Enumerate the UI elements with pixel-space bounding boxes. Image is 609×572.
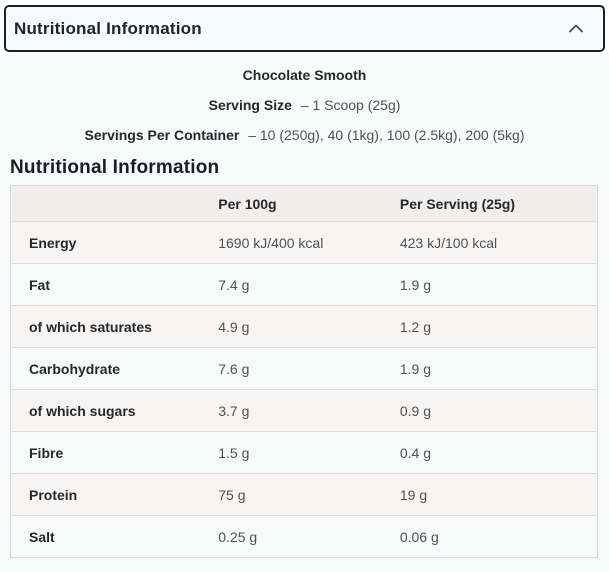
section-title: Nutritional Information [10, 157, 220, 178]
cell-per-serving: 1.2 g [399, 318, 431, 335]
cell-per-100g: 3.7 g [218, 402, 250, 419]
chevron-up-icon [569, 24, 583, 33]
serving-size-value: – 1 Scoop (25g) [300, 97, 401, 113]
accordion-title: Nutritional Information [14, 18, 202, 38]
row-label: Carbohydrate [29, 360, 121, 377]
cell-per-100g: 75 g [218, 486, 246, 503]
row-label: Energy [29, 234, 77, 251]
table-row-carbohydrate: Carbohydrate 7.6 g 1.9 g [10, 347, 598, 390]
cell-per-100g: 0.25 g [218, 528, 258, 545]
flavour-name: Chocolate Smooth [242, 67, 367, 83]
serving-size-line: Serving Size – 1 Scoop (25g) [0, 97, 609, 113]
cell-per-100g: 7.6 g [218, 360, 250, 377]
column-header-per-serving: Per Serving (25g) [399, 195, 516, 212]
cell-per-100g: 1.5 g [218, 444, 250, 461]
servings-per-container-line: Servings Per Container – 10 (250g), 40 (… [0, 127, 609, 143]
table-row-energy: Energy 1690 kJ/400 kcal 423 kJ/100 kcal [10, 221, 598, 264]
servings-per-container-label: Servings Per Container [84, 127, 240, 143]
column-header-per-100g: Per 100g [218, 195, 277, 212]
row-label: of which sugars [29, 402, 136, 419]
cell-per-serving: 0.06 g [399, 528, 439, 545]
accordion-content: Chocolate Smooth Serving Size – 1 Scoop … [0, 55, 609, 572]
table-row-sugars: of which sugars 3.7 g 0.9 g [10, 389, 598, 432]
row-label: of which saturates [29, 318, 152, 335]
cell-per-serving: 1.9 g [399, 276, 431, 293]
nutritional-information-accordion-header[interactable]: Nutritional Information [4, 5, 605, 52]
row-label: Protein [29, 486, 78, 503]
row-label: Fibre [29, 444, 64, 461]
cell-per-serving: 0.4 g [399, 444, 431, 461]
cell-per-100g: 4.9 g [218, 318, 250, 335]
row-label: Salt [29, 528, 55, 545]
table-row-salt: Salt 0.25 g 0.06 g [10, 515, 598, 558]
table-row-fat: Fat 7.4 g 1.9 g [10, 263, 598, 306]
cell-per-100g: 1690 kJ/400 kcal [218, 234, 324, 251]
row-label: Fat [29, 276, 50, 293]
table-header-row: Per 100g Per Serving (25g) [10, 185, 598, 222]
table-row-fibre: Fibre 1.5 g 0.4 g [10, 431, 598, 474]
serving-size-label: Serving Size [208, 97, 292, 113]
table-row-protein: Protein 75 g 19 g [10, 473, 598, 516]
column-header-nutrient [11, 186, 219, 222]
servings-per-container-value: – 10 (250g), 40 (1kg), 100 (2.5kg), 200 … [248, 127, 525, 143]
cell-per-serving: 1.9 g [399, 360, 431, 377]
cell-per-serving: 19 g [399, 486, 428, 503]
cell-per-serving: 423 kJ/100 kcal [399, 234, 498, 251]
cell-per-serving: 0.9 g [399, 402, 431, 419]
nutrition-table: Per 100g Per Serving (25g) Energy 1690 k… [10, 185, 598, 558]
table-row-saturates: of which saturates 4.9 g 1.2 g [10, 305, 598, 348]
cell-per-100g: 7.4 g [218, 276, 250, 293]
